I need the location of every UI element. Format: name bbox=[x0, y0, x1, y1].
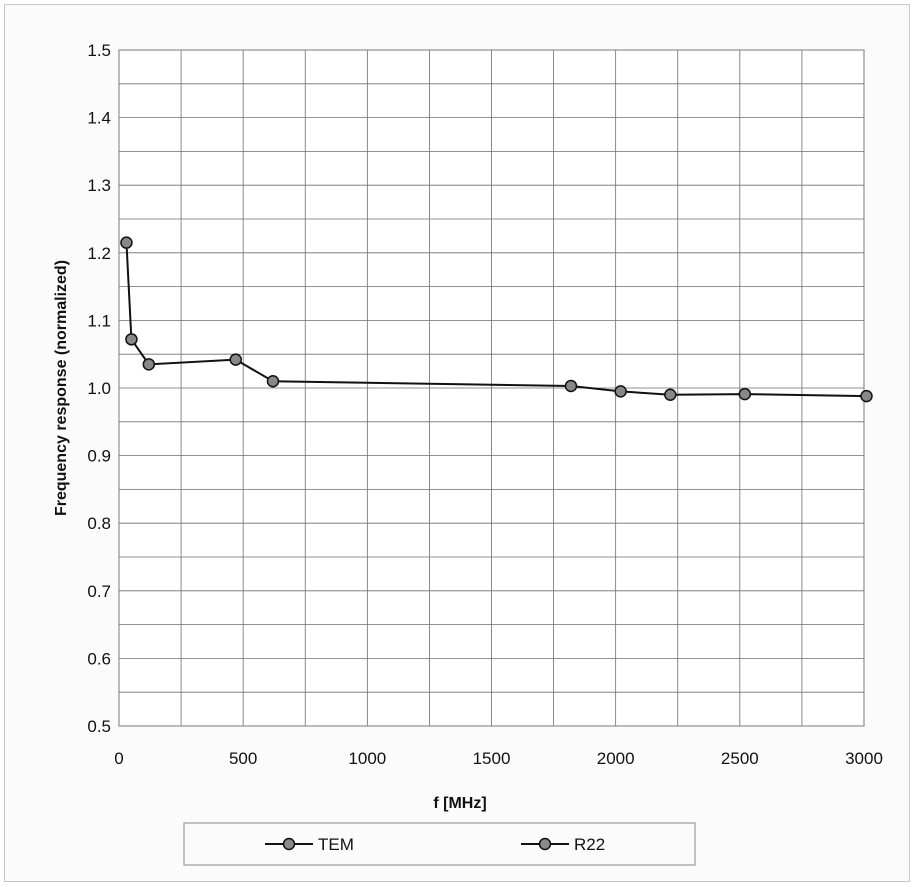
y-tick-label: 0.5 bbox=[87, 717, 111, 736]
series-tem bbox=[120, 236, 873, 403]
data-point bbox=[125, 333, 138, 346]
data-point bbox=[266, 374, 280, 388]
legend-label-tem: TEM bbox=[318, 835, 354, 854]
x-tick-label: 1500 bbox=[473, 749, 511, 768]
legend-item-tem: TEM bbox=[265, 835, 354, 854]
y-tick-label: 0.7 bbox=[87, 582, 111, 601]
data-point bbox=[860, 389, 873, 403]
y-tick-label: 1.1 bbox=[87, 311, 111, 330]
tick-labels: 0 500 1000 1500 2000 2500 3000 0.5 0.6 0.7 0.8 0.9 1… bbox=[87, 41, 883, 768]
legend-box bbox=[183, 822, 696, 866]
y-tick-label: 1.5 bbox=[87, 41, 111, 60]
data-point bbox=[120, 236, 133, 249]
data-point bbox=[738, 387, 752, 401]
x-tick-label: 0 bbox=[114, 749, 123, 768]
y-tick-label: 0.9 bbox=[87, 447, 111, 466]
x-tick-label: 1000 bbox=[348, 749, 386, 768]
y-tick-label: 1.3 bbox=[87, 176, 111, 195]
x-tick-label: 500 bbox=[229, 749, 257, 768]
legend-marker-r22 bbox=[538, 837, 552, 851]
data-point bbox=[664, 388, 677, 402]
data-point bbox=[614, 385, 627, 398]
x-axis-title: f [MHz] bbox=[433, 795, 486, 812]
y-tick-label: 1.0 bbox=[87, 379, 111, 398]
y-tick-label: 1.4 bbox=[87, 109, 111, 128]
y-axis-title: Frequency response (normalized) bbox=[53, 260, 70, 516]
y-tick-label: 0.8 bbox=[87, 514, 111, 533]
legend-marker-tem bbox=[282, 837, 296, 851]
grid-lines bbox=[119, 50, 864, 726]
x-tick-label: 2500 bbox=[721, 749, 759, 768]
legend-item-r22: R22 bbox=[521, 835, 605, 854]
series-layer bbox=[120, 236, 873, 403]
legend: TEM R22 bbox=[183, 822, 696, 866]
x-tick-label: 3000 bbox=[845, 749, 883, 768]
x-tick-label: 2000 bbox=[597, 749, 635, 768]
data-point bbox=[564, 379, 578, 393]
series-line bbox=[125, 242, 867, 398]
data-point bbox=[229, 353, 242, 366]
y-tick-label: 0.6 bbox=[87, 649, 111, 668]
data-point bbox=[142, 358, 156, 371]
legend-label-r22: R22 bbox=[574, 835, 605, 854]
y-tick-label: 1.2 bbox=[87, 244, 111, 263]
